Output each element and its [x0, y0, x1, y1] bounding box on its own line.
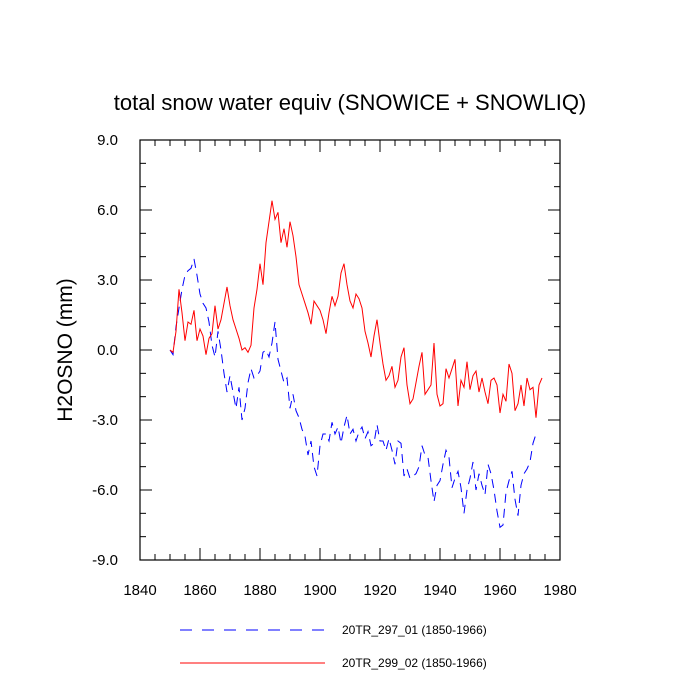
y-axis: 9.0 6.0 3.0 0.0 -3.0 -6.0 -9.0 — [92, 132, 560, 569]
x-tick-label: 1880 — [243, 582, 276, 599]
x-tick-label: 1860 — [183, 582, 216, 599]
y-tick-label: 9.0 — [97, 132, 118, 149]
plot-frame — [139, 139, 561, 561]
series-line-20tr-297-01 — [169, 258, 537, 529]
x-tick-label: 1980 — [543, 582, 576, 599]
legend-label-20tr-297-01: 20TR_297_01 (1850-1966) — [342, 623, 487, 637]
legend: 20TR_297_01 (1850-1966) 20TR_299_02 (185… — [180, 623, 487, 670]
x-tick-label: 1960 — [483, 582, 516, 599]
y-tick-label: 3.0 — [97, 272, 118, 289]
x-tick-label: 1940 — [423, 582, 456, 599]
series-layer — [169, 200, 543, 529]
y-tick-label: -6.0 — [92, 482, 118, 499]
x-tick-label: 1920 — [363, 582, 396, 599]
x-axis: 1840 1860 1880 1900 1920 1940 1960 1980 — [123, 140, 577, 599]
x-tick-label: 1900 — [303, 582, 336, 599]
y-tick-label: 0.0 — [97, 342, 118, 359]
y-tick-label: 6.0 — [97, 202, 118, 219]
series-line-20tr-299-02 — [169, 200, 543, 418]
legend-label-20tr-299-02: 20TR_299_02 (1850-1966) — [342, 656, 487, 670]
y-tick-label: -3.0 — [92, 412, 118, 429]
y-axis-label: H2OSNO (mm) — [54, 278, 77, 422]
y-tick-label: -9.0 — [92, 552, 118, 569]
chart-title: total snow water equiv (SNOWICE + SNOWLI… — [114, 90, 587, 115]
x-tick-label: 1840 — [123, 582, 156, 599]
